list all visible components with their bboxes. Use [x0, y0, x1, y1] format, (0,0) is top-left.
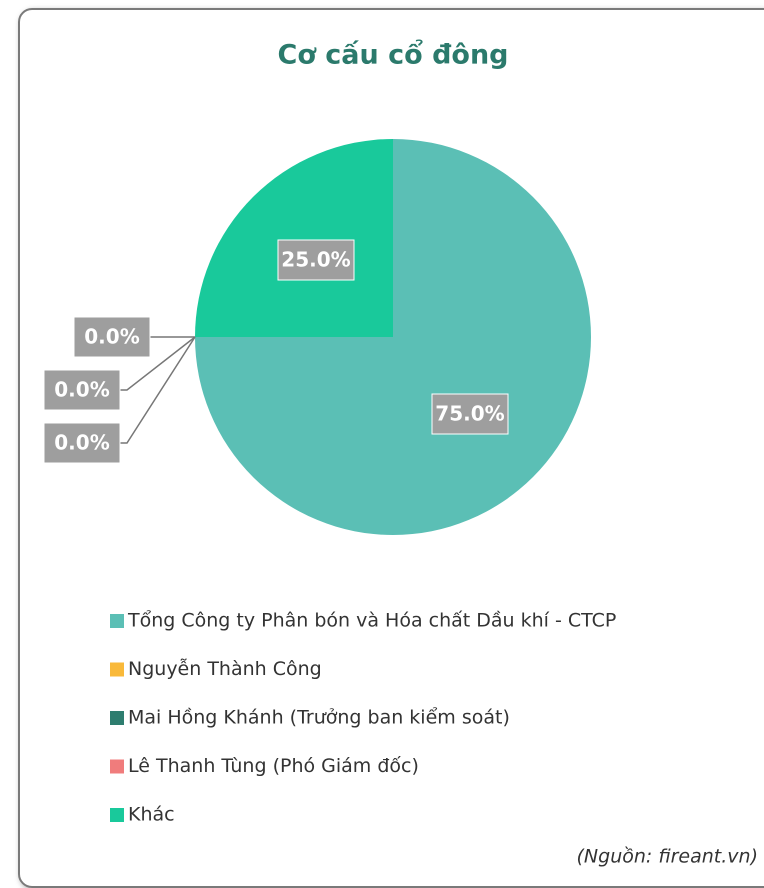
chart-title: Cơ cấu cổ đông — [278, 38, 509, 71]
legend-swatch — [110, 614, 124, 628]
label-box — [431, 393, 509, 435]
leader-line — [118, 336, 196, 444]
data-label: 0.0% — [54, 431, 109, 455]
legend-label: Mai Hồng Khánh (Trưởng ban kiểm soát) — [128, 707, 510, 729]
leader-line — [118, 336, 196, 391]
legend-swatch — [110, 711, 124, 725]
legend-label: Khác — [128, 804, 175, 826]
label-box — [73, 316, 151, 358]
legend-label: Nguyễn Thành Công — [128, 657, 322, 680]
data-label: 25.0% — [281, 247, 350, 271]
pie-slice — [195, 139, 393, 337]
label-box — [43, 369, 121, 411]
label-box — [43, 422, 121, 464]
label-box — [277, 239, 355, 281]
data-label: 75.0% — [435, 402, 504, 426]
legend-swatch — [110, 808, 124, 822]
legend-swatch — [110, 759, 124, 774]
legend-label: Tổng Công ty Phân bón và Hóa chất Dầu kh… — [127, 610, 616, 632]
source: (Nguồn: fireant.vn) — [577, 846, 758, 868]
legend-swatch — [110, 662, 124, 677]
data-label: 0.0% — [54, 378, 109, 402]
data-label: 0.0% — [84, 325, 139, 349]
legend-label: Lê Thanh Tùng (Phó Giám đốc) — [128, 755, 419, 777]
